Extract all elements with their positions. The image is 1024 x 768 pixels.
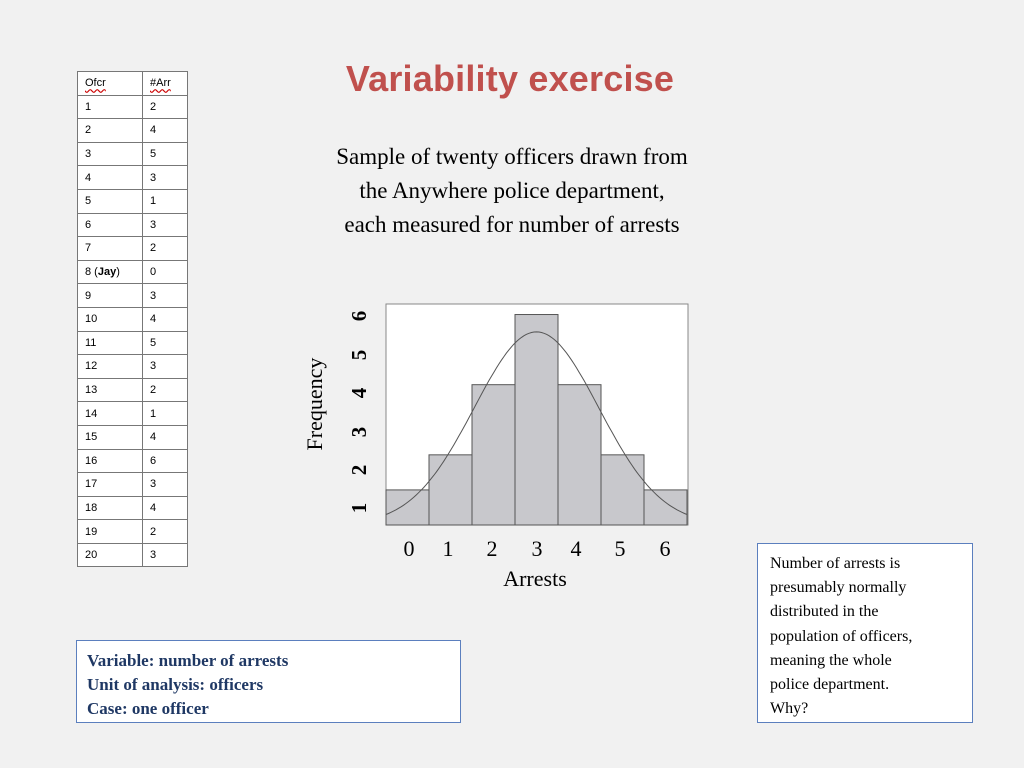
normal-distribution-note: Number of arrests is presumably normally… <box>757 543 973 723</box>
table-row: 20 3 <box>77 542 188 568</box>
slide-title: Variability exercise <box>345 58 675 99</box>
officer-id-cell: 2 <box>77 118 143 143</box>
arrests-cell: 2 <box>142 236 188 261</box>
officer-id-cell: 12 <box>77 354 143 379</box>
table-header-cell: Ofcr <box>77 71 143 96</box>
subtitle-line: the Anywhere police department, <box>359 178 665 203</box>
slide-subtitle: Sample of twenty officers drawn from the… <box>262 140 762 242</box>
x-tick-label: 4 <box>571 536 582 561</box>
arrests-cell: 3 <box>142 283 188 308</box>
histogram-bar <box>557 384 602 526</box>
officer-arrests-table: Ofcr #Arr 1 2 2 4 3 5 4 3 5 1 6 3 7 2 8 (Jay) 0 9 3 10 4 11 5 12… <box>77 71 188 568</box>
arrests-cell: 5 <box>142 330 188 356</box>
officer-id-cell: 14 <box>77 401 143 426</box>
table-row: 12 3 <box>77 354 188 379</box>
note-line: police department. <box>770 676 890 694</box>
arrests-cell: 2 <box>142 94 188 120</box>
officer-id-cell: 10 <box>77 306 143 332</box>
officer-id-cell: 15 <box>77 424 143 450</box>
arrests-cell: 1 <box>142 401 188 426</box>
note-line: distributed in the <box>770 603 879 621</box>
note-line: Number of arrests is <box>770 555 901 572</box>
histogram-bar <box>514 314 559 526</box>
histogram-bar <box>428 454 473 526</box>
arrests-cell: 4 <box>142 118 188 143</box>
arrests-cell: 3 <box>142 472 188 497</box>
officer-id-cell: 1 <box>77 94 143 120</box>
table-row: 11 5 <box>77 330 188 356</box>
x-tick-label: 6 <box>660 536 671 561</box>
histogram-bar <box>643 489 688 526</box>
arrests-cell: 6 <box>142 448 188 474</box>
subtitle-line: each measured for number of arrests <box>344 212 680 237</box>
table-header-row: Ofcr #Arr <box>77 71 188 96</box>
arrests-cell: 0 <box>142 259 188 285</box>
table-row: 19 2 <box>77 519 188 544</box>
arrests-cell: 4 <box>142 306 188 332</box>
officer-id-cell: 4 <box>77 165 143 190</box>
histogram-bar <box>471 384 516 526</box>
arrests-cell: 4 <box>142 424 188 450</box>
info-line: Variable: number of arrests <box>87 651 289 670</box>
note-line: presumably normally <box>770 579 907 597</box>
officer-id-cell: 20 <box>77 542 143 568</box>
histogram-bar <box>385 489 430 526</box>
x-tick-label: 5 <box>615 536 626 561</box>
normal-curve <box>385 331 688 515</box>
arrests-cell: 2 <box>142 377 188 403</box>
histogram-bar <box>600 454 645 526</box>
y-tick-label: 3 <box>347 427 371 438</box>
y-tick-label: 5 <box>347 350 371 361</box>
x-axis-label: Arrests <box>503 566 567 591</box>
highlighted-officer-name: Jay <box>97 266 117 279</box>
table-row: 17 3 <box>77 472 188 497</box>
officer-id-cell: 9 <box>77 283 143 308</box>
info-line: Case: one officer <box>87 699 209 718</box>
y-tick-label: 2 <box>347 465 371 476</box>
x-tick-label: 3 <box>532 536 543 561</box>
officer-id-cell: 11 <box>77 330 143 356</box>
subtitle-line: Sample of twenty officers drawn from <box>336 144 688 169</box>
arrests-cell: 5 <box>142 141 188 167</box>
table-header-cell: #Arr <box>142 71 188 96</box>
info-line: Unit of analysis: officers <box>87 675 264 694</box>
x-tick-label: 1 <box>443 536 454 561</box>
officer-id-cell: 8 (Jay) <box>77 259 143 285</box>
y-tick-label: 6 <box>347 311 371 322</box>
table-row: 8 (Jay) 0 <box>77 259 188 285</box>
y-tick-label: 1 <box>347 503 371 514</box>
x-tick-label: 2 <box>487 536 498 561</box>
officer-id-cell: 13 <box>77 377 143 403</box>
variable-info-box: Variable: number of arrests Unit of anal… <box>76 640 461 723</box>
table-row: 10 4 <box>77 306 188 332</box>
table-row: 15 4 <box>77 424 188 450</box>
officer-id-cell: 17 <box>77 472 143 497</box>
note-line: population of officers, <box>770 627 913 645</box>
table-row: 16 6 <box>77 448 188 474</box>
arrests-cell: 3 <box>142 542 188 568</box>
y-tick-label: 4 <box>347 387 371 398</box>
y-axis-label: Frequency <box>302 358 327 451</box>
arrests-cell: 1 <box>142 188 188 214</box>
table-row: 14 1 <box>77 401 188 426</box>
x-tick-label: 0 <box>404 536 415 561</box>
note-line: Why? <box>770 700 809 718</box>
note-line: meaning the whole <box>770 651 892 669</box>
arrests-cell: 3 <box>142 354 188 379</box>
arrests-cell: 2 <box>142 519 188 544</box>
table-row: 13 2 <box>77 377 188 403</box>
officer-id-cell: 19 <box>77 519 143 544</box>
